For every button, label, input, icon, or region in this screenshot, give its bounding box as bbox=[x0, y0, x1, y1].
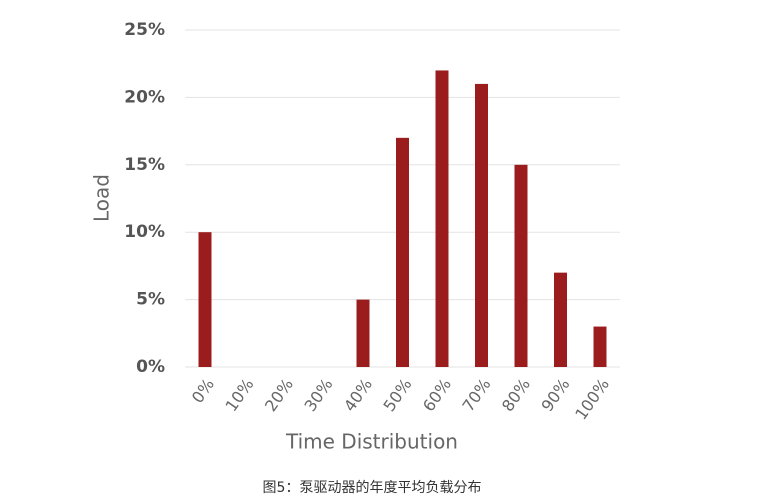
bar bbox=[435, 70, 449, 367]
x-tick-label: 60% bbox=[419, 375, 455, 415]
caption: 图5：泵驱动器的年度平均负载分布 bbox=[263, 480, 482, 496]
y-tick-label: 0% bbox=[136, 357, 165, 377]
x-tick-label: 90% bbox=[538, 375, 574, 415]
x-tick-label: 30% bbox=[301, 375, 337, 415]
bar bbox=[198, 232, 212, 367]
bar bbox=[475, 83, 488, 368]
bar bbox=[514, 164, 528, 367]
y-tick-label: 25% bbox=[124, 20, 165, 40]
bar bbox=[554, 272, 567, 367]
bar bbox=[396, 137, 409, 367]
x-tick-label: 100% bbox=[571, 375, 613, 423]
x-tick-label: 20% bbox=[261, 375, 297, 415]
y-tick-label: 5% bbox=[136, 290, 165, 310]
y-tick-label: 10% bbox=[124, 222, 165, 242]
bar bbox=[593, 326, 607, 367]
x-tick-label: 70% bbox=[459, 375, 495, 415]
x-tick-label: 0% bbox=[188, 375, 218, 407]
x-tick-label: 50% bbox=[380, 375, 416, 415]
x-axis-label: Time Distribution bbox=[285, 430, 458, 454]
x-tick-label: 40% bbox=[340, 375, 376, 415]
x-tick-label: 10% bbox=[222, 375, 258, 415]
y-tick-label: 20% bbox=[124, 87, 165, 107]
y-axis-label: Load bbox=[90, 174, 114, 222]
bar bbox=[356, 299, 370, 367]
x-tick-label: 80% bbox=[498, 375, 534, 415]
y-tick-label: 15% bbox=[124, 155, 165, 175]
